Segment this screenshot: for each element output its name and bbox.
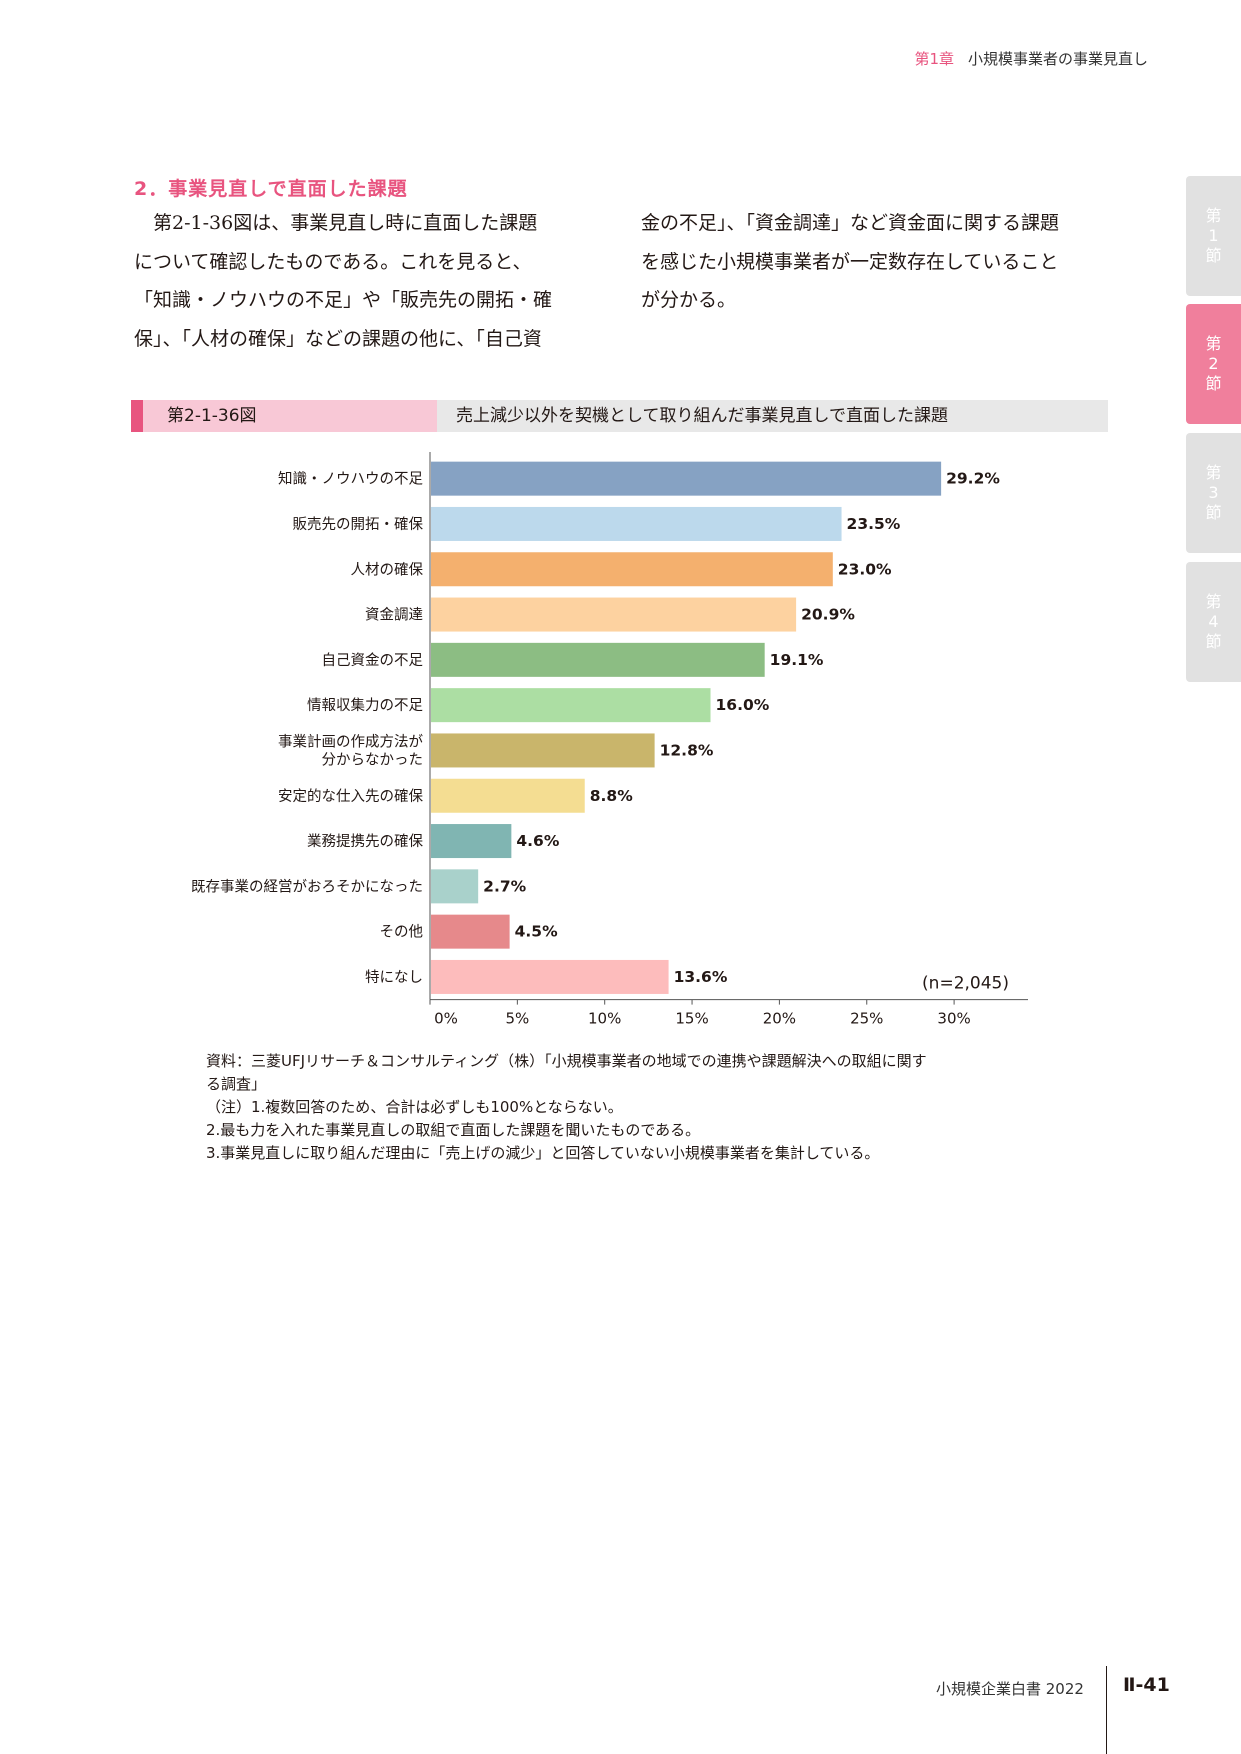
bar (431, 642, 765, 677)
bar (431, 914, 510, 949)
note-1: （注）1.複数回答のため、合計は必ずしも100%とならない。 (206, 1098, 623, 1116)
data-label: 4.5% (515, 923, 558, 941)
note-3: 3.事業見直しに取り組んだ理由に「売上げの減少」と回答していない小規模事業者を集… (206, 1144, 880, 1162)
x-tick-label: 25% (850, 1010, 883, 1028)
figure-notes: 資料：三菱UFJリサーチ＆コンサルティング（株）「小規模事業者の地域での連携や課… (206, 1050, 1036, 1165)
category-label: 事業計画の作成方法が分からなかった (278, 733, 423, 768)
figure-number-box (143, 400, 437, 432)
figure-header: 第2-1-36図 売上減少以外を契機として取り組んだ事業見直しで直面した課題 (131, 400, 1108, 432)
figure-accent-bar (131, 400, 143, 432)
data-label: 2.7% (483, 877, 526, 895)
category-label: 特になし (365, 969, 423, 986)
body-line: 金の不足」、「資金調達」など資金面に関する課題 (641, 212, 1060, 234)
bar (431, 824, 512, 859)
body-line: について確認したものである。これを見ると、 (134, 250, 532, 273)
figure-title: 売上減少以外を契機として取り組んだ事業見直しで直面した課題 (456, 406, 948, 426)
category-label: 情報収集力の不足 (307, 697, 423, 714)
x-tick-label: 5% (505, 1010, 529, 1028)
footer-title: 小規模企業白書 2022 (936, 1680, 1084, 1698)
x-tick-label: 0% (434, 1010, 458, 1028)
x-tick-label: 15% (675, 1010, 708, 1028)
x-tick-label: 30% (937, 1010, 970, 1028)
chapter-label: 第1章 (914, 50, 954, 68)
bar (431, 733, 655, 768)
data-label: 12.8% (660, 741, 714, 759)
note-source: 資料：三菱UFJリサーチ＆コンサルティング（株）「小規模事業者の地域での連携や課… (206, 1052, 927, 1070)
data-label: 8.8% (590, 787, 633, 805)
x-tick-label: 20% (763, 1010, 796, 1028)
note-2: 2.最も力を入れた事業見直しの取組で直面した課題を聞いたものである。 (206, 1121, 701, 1139)
running-header: 第1章 小規模事業者の事業見直し (914, 48, 1148, 69)
bar (431, 461, 942, 496)
body-line: を感じた小規模事業者が一定数存在していること (641, 250, 1059, 273)
category-label: 自己資金の不足 (322, 652, 424, 669)
footer-divider (1106, 1666, 1107, 1754)
data-label: 13.6% (674, 968, 728, 986)
body-line: が分かる。 (641, 289, 737, 311)
category-label: 販売先の開拓・確保 (293, 516, 424, 533)
note-source-cont: る調査」 (206, 1075, 267, 1093)
bar (431, 552, 833, 587)
data-label: 23.0% (838, 560, 892, 578)
bar (431, 506, 842, 541)
chapter-title: 小規模事業者の事業見直し (967, 50, 1148, 68)
section-title: 2．事業見直しで直面した課題 (134, 178, 408, 200)
body-column-right: 金の不足」、「資金調達」など資金面に関する課題 を感じた小規模事業者が一定数存在… (641, 204, 1103, 320)
category-label: 既存事業の経営がおろそかになった (191, 878, 423, 895)
x-tick-label: 10% (588, 1010, 621, 1028)
data-label: 16.0% (716, 696, 770, 714)
body-line: 第2-1-36図は、事業見直し時に直面した課題 (134, 212, 538, 234)
data-label: 29.2% (946, 470, 1000, 488)
bar (431, 959, 669, 994)
page-number: Ⅱ-41 (1123, 1674, 1170, 1696)
data-label: 20.9% (801, 606, 855, 624)
category-label: 知識・ノウハウの不足 (278, 471, 423, 488)
category-label: 人材の確保 (351, 561, 424, 578)
bar (431, 688, 711, 723)
sample-size-note: (n=2,045) (922, 974, 1009, 994)
bar (431, 597, 797, 632)
bar (431, 778, 585, 813)
body-column-left: 第2-1-36図は、事業見直し時に直面した課題 について確認したものである。これ… (134, 204, 596, 358)
category-label: 資金調達 (365, 607, 423, 624)
data-label: 4.6% (516, 832, 559, 850)
body-line: 保」、「人材の確保」などの課題の他に、「自己資 (134, 327, 542, 350)
category-label: その他 (380, 924, 424, 941)
bar (431, 869, 479, 904)
data-label: 23.5% (847, 515, 901, 533)
category-label: 安定的な仕入先の確保 (278, 788, 423, 805)
category-label: 業務提携先の確保 (307, 833, 423, 850)
body-line: 「知識・ノウハウの不足」や「販売先の開拓・確 (134, 289, 553, 311)
figure-number: 第2-1-36図 (167, 406, 257, 426)
data-label: 19.1% (770, 651, 824, 669)
